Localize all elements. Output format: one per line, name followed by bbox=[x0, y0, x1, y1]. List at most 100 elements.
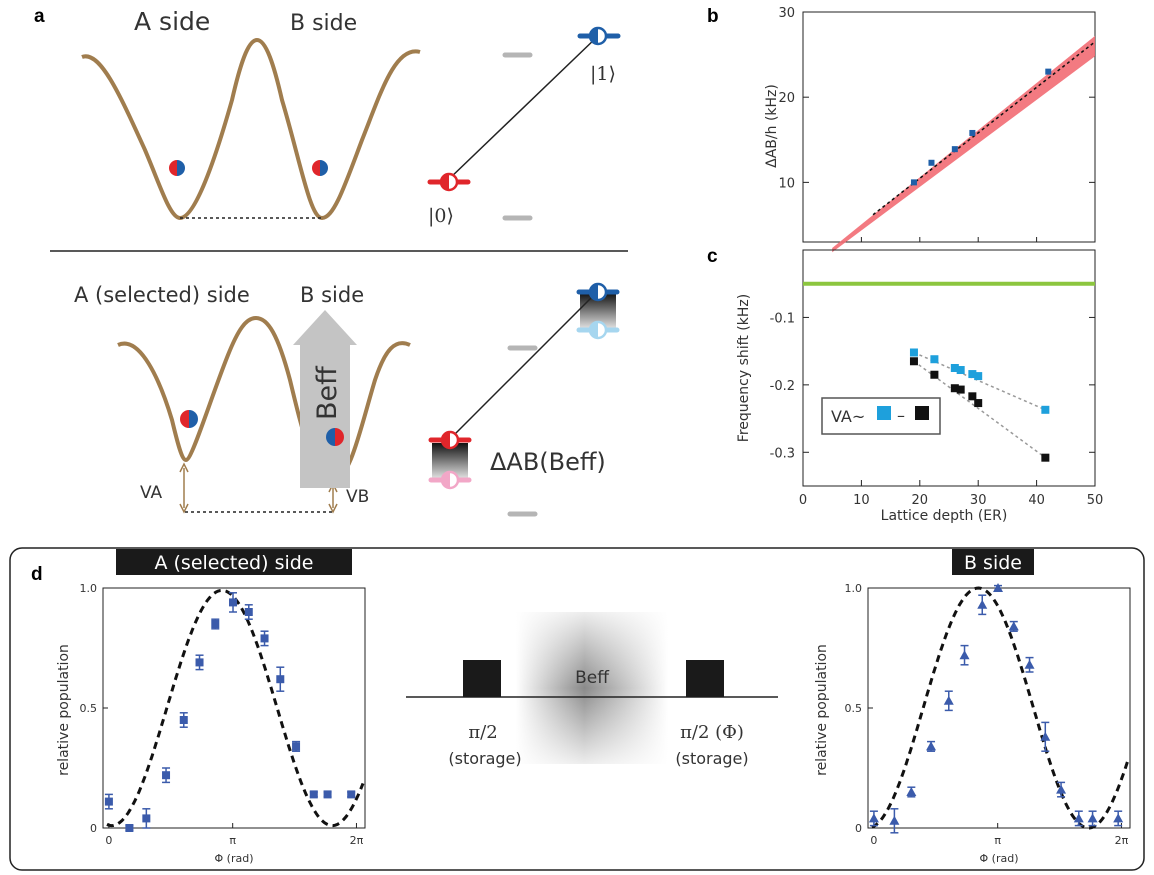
chart-c-point-black bbox=[974, 399, 983, 408]
state0-marker-bottom bbox=[428, 430, 472, 450]
chart-c-legend: VA~ – bbox=[821, 397, 941, 435]
d-point bbox=[1087, 813, 1098, 823]
chart-c-xtick-label: 50 bbox=[1087, 493, 1104, 508]
d-point bbox=[309, 790, 318, 799]
chart-c-legend-label: VA~ bbox=[831, 407, 865, 426]
state1-marker bbox=[577, 26, 621, 46]
d-fit-curve bbox=[106, 588, 365, 828]
d-xtick-label: 2π bbox=[350, 834, 364, 847]
d-point bbox=[125, 824, 134, 832]
d-point bbox=[347, 790, 356, 799]
a-selected-side-label: A (selected) side bbox=[74, 283, 250, 307]
chart-b-point bbox=[928, 159, 935, 166]
chart-c-ytick-label: -0.1 bbox=[770, 311, 795, 326]
state1-label: |1⟩ bbox=[590, 63, 616, 85]
chart-d-left-ylabel: relative population bbox=[56, 644, 72, 776]
chart-c-xlabel: Lattice depth (ER) bbox=[881, 508, 1008, 524]
panel-d-frame bbox=[9, 547, 1145, 871]
chart-c-xtick-label: 10 bbox=[853, 493, 870, 508]
d-point bbox=[1040, 731, 1051, 741]
panel-letter-a: a bbox=[34, 6, 45, 27]
transition-line-bottom bbox=[451, 291, 598, 438]
panel-letter-d: d bbox=[31, 564, 43, 585]
chart-b-point bbox=[951, 146, 958, 153]
chart-c-frame bbox=[802, 249, 1096, 487]
delta-ab-label: ΔAB(Beff) bbox=[490, 448, 606, 476]
chart-c-point-black bbox=[956, 385, 965, 394]
d-point bbox=[1113, 813, 1124, 823]
d-point bbox=[959, 650, 970, 660]
panel-a-top: A side B side |0⟩ |1⟩ bbox=[81, 7, 621, 227]
chart-c-xtick-label: 30 bbox=[970, 493, 987, 508]
chart-d-right-ylabel: relative population bbox=[814, 644, 830, 776]
d-xtick-label: 0 bbox=[870, 834, 877, 847]
d-point bbox=[179, 716, 188, 724]
d-point bbox=[195, 658, 204, 667]
chart-c-point-light-blue bbox=[968, 370, 977, 379]
d-point bbox=[104, 797, 113, 806]
d-xtick-label: 0 bbox=[105, 834, 112, 847]
beff-arrow-label: Beff bbox=[312, 365, 343, 420]
chart-d-left-xlabel: Φ (rad) bbox=[215, 852, 254, 865]
chart-c-point-light-blue bbox=[950, 364, 959, 372]
chart-c-point-black bbox=[968, 392, 977, 401]
panel-letter-b: b bbox=[707, 6, 719, 27]
chart-d-right-frame bbox=[867, 587, 1131, 829]
d-left-title-box: A (selected) side bbox=[116, 549, 352, 575]
d-point bbox=[993, 583, 1004, 592]
d-point bbox=[142, 814, 151, 823]
d-point bbox=[292, 742, 301, 751]
d-point bbox=[906, 787, 917, 796]
d-point bbox=[260, 634, 269, 643]
d-right-title-box: B side bbox=[952, 549, 1034, 575]
chart-d-left: relative population Φ (rad) 0 0.5 1.0 0 π 2π bbox=[56, 582, 366, 865]
sequence-left-pulse-label: π/2 bbox=[468, 722, 497, 743]
d-ytick-label: 0 bbox=[855, 822, 862, 835]
state0-marker bbox=[427, 172, 471, 192]
legend-swatch-black bbox=[915, 406, 929, 420]
b-side-label-bottom: B side bbox=[300, 283, 364, 307]
sequence-right-pulse-label: π/2 (Φ) bbox=[680, 722, 744, 743]
panel-letter-c: c bbox=[707, 246, 718, 267]
pulse-left bbox=[463, 660, 501, 697]
d-xtick-label: 2π bbox=[1115, 834, 1129, 847]
b-side-label: B side bbox=[290, 11, 357, 36]
transition-line-top bbox=[447, 35, 599, 181]
chart-c-point-light-blue bbox=[1041, 405, 1050, 414]
sequence-left-pulse-sub: (storage) bbox=[448, 749, 521, 768]
state1-marker-bottom bbox=[576, 282, 620, 302]
atom-a-bottom bbox=[180, 410, 198, 428]
d-left-title: A (selected) side bbox=[154, 552, 313, 574]
chart-b-ylabel: ΔAB/h (kHz) bbox=[764, 84, 780, 168]
d-point bbox=[323, 790, 332, 799]
chart-b-fit-line bbox=[872, 41, 1096, 216]
d-point bbox=[977, 599, 988, 609]
chart-b: ΔAB/h (kHz) 10 20 30 bbox=[764, 6, 1096, 253]
a-side-label: A side bbox=[134, 7, 210, 36]
d-point bbox=[943, 695, 954, 705]
chart-c-point-light-blue bbox=[930, 355, 939, 364]
d-point bbox=[162, 771, 171, 780]
chart-c-point-light-blue bbox=[956, 366, 965, 375]
chart-c-point-light-blue bbox=[974, 372, 983, 381]
chart-b-point bbox=[1045, 68, 1052, 75]
d-ytick-label: 0 bbox=[90, 822, 97, 835]
chart-c-point-black bbox=[930, 370, 939, 379]
chart-b-ytick-label: 10 bbox=[778, 176, 795, 191]
d-point bbox=[244, 608, 253, 616]
vb-arrow bbox=[328, 482, 338, 514]
beff-field-fade bbox=[516, 612, 668, 764]
double-well-potential-bottom bbox=[117, 315, 411, 483]
chart-d-right: relative population Φ (rad) 0 0.5 1.0 0 π 2π bbox=[814, 582, 1131, 865]
chart-c: Frequency shift (kHz) Lattice depth (ER)… bbox=[736, 249, 1104, 524]
chart-c-legend-dash: – bbox=[897, 406, 905, 425]
chart-c-point-light-blue bbox=[909, 348, 918, 357]
state1-shifted-marker bbox=[576, 320, 620, 340]
d-point bbox=[889, 815, 900, 825]
d-xtick-label: π bbox=[229, 834, 236, 847]
chart-c-point-black bbox=[950, 384, 959, 393]
pulse-right bbox=[686, 660, 724, 697]
chart-c-xtick-label: 40 bbox=[1028, 493, 1045, 508]
panel-a-bottom: A (selected) side B side VA VB Beff bbox=[74, 282, 620, 517]
